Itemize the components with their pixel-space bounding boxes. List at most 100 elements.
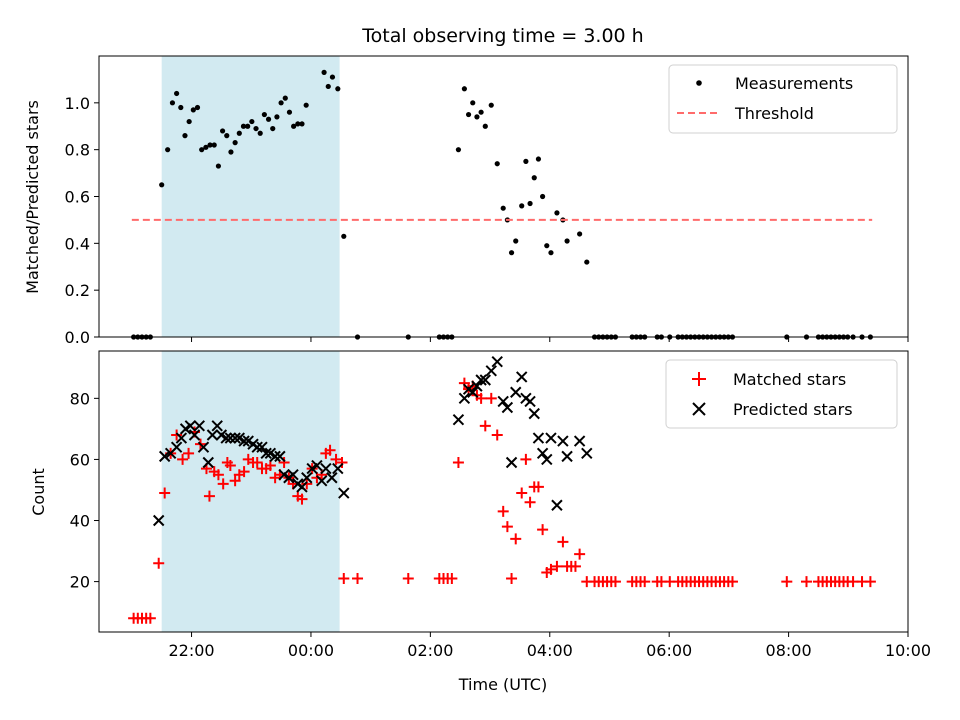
measurements-point — [236, 130, 242, 136]
matched-stars-point — [574, 548, 586, 560]
matched-stars-point — [569, 560, 581, 572]
measurements-point — [159, 182, 165, 188]
measurements-point — [291, 123, 297, 129]
predicted-stars-point — [197, 441, 210, 453]
legend-matched-marker — [692, 372, 706, 386]
matched-stars-point — [497, 505, 509, 517]
x-tick-label: 08:00 — [766, 641, 812, 660]
predicted-stars-point — [561, 450, 573, 463]
measurements-point — [228, 149, 234, 155]
predicted-stars-point — [296, 481, 308, 493]
predicted-stars-point — [497, 395, 509, 408]
legend-predicted-marker — [692, 402, 706, 416]
predicted-stars-point — [332, 462, 344, 475]
measurements-point — [299, 121, 305, 127]
predicted-stars-point — [471, 380, 483, 392]
predicted-stars-point — [458, 392, 471, 405]
matched-stars-point — [452, 456, 464, 468]
bottom-y-tick-label: 80 — [70, 389, 90, 408]
matched-stars-point — [324, 444, 336, 456]
measurements-point — [261, 111, 267, 118]
top-y-tick-label: 0.2 — [65, 281, 90, 300]
predicted-stars-point — [274, 450, 286, 463]
predicted-stars-point — [229, 432, 241, 444]
predicted-stars-point — [188, 429, 201, 441]
matched-stars-point — [609, 576, 621, 588]
top-y-tick-label: 0.8 — [65, 141, 90, 160]
measurements-point — [584, 259, 590, 265]
measurements-point — [199, 147, 205, 153]
matched-stars-point — [330, 453, 342, 465]
predicted-stars-point — [311, 459, 323, 472]
bottom-observing-window-shade — [161, 351, 340, 632]
x-tick-label: 06:00 — [646, 641, 692, 660]
measurements-point — [321, 69, 327, 75]
bottom-y-tick-label: 40 — [70, 512, 90, 531]
measurements-point — [523, 158, 529, 164]
matched-stars-point — [506, 573, 518, 585]
matched-stars-point — [801, 576, 813, 588]
predicted-stars-point — [287, 468, 299, 481]
matched-stars-point — [203, 490, 215, 502]
measurements-point — [278, 100, 284, 106]
predicted-stars-point — [581, 447, 593, 460]
measurements-point — [165, 147, 171, 153]
predicted-stars-point — [251, 441, 263, 453]
matched-stars-point — [524, 496, 536, 508]
measurements-point — [527, 200, 533, 207]
top-plot-frame — [98, 55, 909, 338]
matched-stars-point — [491, 429, 503, 441]
x-tick-label: 02:00 — [407, 641, 453, 660]
predicted-stars-point — [491, 355, 503, 368]
measurements-point — [249, 118, 255, 125]
measurements-point — [470, 100, 476, 106]
matched-stars-point — [301, 478, 313, 490]
measurements-point — [577, 231, 583, 237]
measurements-point — [295, 121, 301, 127]
measurements-point — [465, 111, 472, 118]
matched-stars-point — [864, 576, 876, 588]
matched-stars-point — [153, 557, 165, 569]
measurements-point — [245, 123, 251, 129]
measurements-point — [265, 116, 272, 122]
measurements-point — [274, 114, 280, 120]
measurements-point — [303, 102, 309, 108]
measurements-point — [544, 243, 550, 249]
predicted-stars-point — [224, 432, 237, 444]
measurements-point — [519, 203, 525, 209]
measurements-point — [488, 102, 494, 108]
matched-stars-point — [537, 524, 549, 536]
measurements-point — [219, 128, 226, 134]
matched-stars-point — [224, 460, 236, 472]
measurements-point — [270, 125, 276, 132]
measurements-point — [182, 133, 188, 139]
top-panel: 0.0 0.2 0.4 0.6 0.8 1.0 Matched/Predicted sta… — [23, 55, 909, 347]
matched-stars-point — [639, 576, 651, 588]
top-y-tick-label: 0.6 — [65, 188, 90, 207]
measurements-point — [335, 86, 341, 92]
predicted-stars-point — [524, 395, 536, 408]
measurements-point — [286, 109, 293, 115]
predicted-stars-point — [238, 435, 250, 447]
matched-stars-point — [781, 576, 793, 588]
predicted-stars-point — [206, 429, 219, 441]
matched-stars-point — [217, 478, 229, 490]
legend-measurements-label: Measurements — [735, 74, 853, 93]
predicted-stars-point — [315, 475, 328, 487]
predicted-stars-point — [557, 435, 569, 447]
legend-predicted-label: Predicted stars — [733, 400, 853, 419]
matched-stars-point — [352, 573, 364, 585]
matched-stars-point — [726, 576, 738, 588]
measurements-point — [325, 83, 331, 90]
predicted-stars-point — [220, 432, 232, 444]
measurements-point — [455, 147, 462, 153]
matched-stars-point — [336, 456, 348, 468]
measurements-point — [500, 205, 506, 211]
matched-stars-point — [316, 469, 328, 481]
measurements-point — [478, 109, 484, 115]
predicted-stars-point — [338, 487, 350, 499]
predicted-stars-point — [152, 514, 165, 527]
predicted-stars-point — [467, 386, 479, 398]
legend-matched-label: Matched stars — [733, 370, 846, 389]
